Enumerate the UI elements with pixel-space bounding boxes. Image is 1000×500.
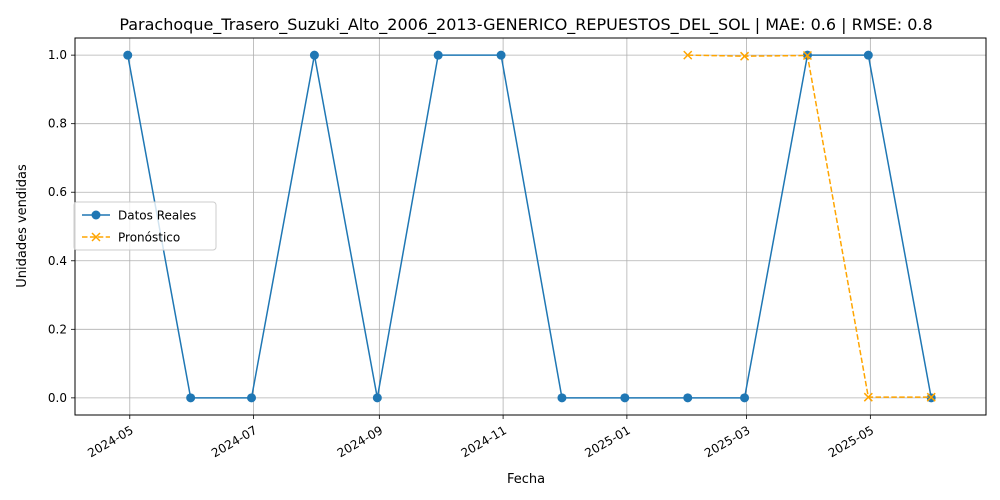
legend-box (73, 201, 217, 251)
legend: Datos Reales Pronóstico (73, 201, 217, 251)
data-point (123, 50, 133, 60)
y-tick-label: 0.8 (48, 117, 67, 131)
data-point (433, 50, 443, 60)
legend-label: Datos Reales (118, 209, 196, 223)
data-point (247, 393, 257, 403)
data-point (926, 392, 936, 402)
series-pronostico (683, 50, 936, 402)
y-tick-label: 1.0 (48, 48, 67, 62)
chart-title: Parachoque_Trasero_Suzuki_Alto_2006_2013… (119, 15, 932, 35)
data-point (863, 50, 873, 60)
y-tick-label: 0.4 (48, 254, 67, 268)
y-tick-label: 0.0 (48, 391, 67, 405)
data-point (496, 50, 506, 60)
legend-label: Pronóstico (118, 231, 180, 245)
legend-marker (91, 232, 101, 242)
legend-marker (91, 210, 101, 220)
y-tick-label: 0.6 (48, 185, 67, 199)
data-point (683, 50, 693, 60)
data-point (863, 392, 873, 402)
data-point (186, 393, 196, 403)
series-layer (123, 50, 936, 403)
data-point (309, 50, 319, 60)
data-point (620, 393, 630, 403)
y-tick-label: 0.2 (48, 322, 67, 336)
data-point (802, 50, 812, 61)
data-point (683, 393, 693, 403)
data-point (372, 393, 382, 403)
data-point (740, 393, 750, 403)
series-line (127, 54, 932, 399)
data-point (740, 51, 750, 61)
y-axis-label: Unidades vendidas (15, 164, 30, 288)
x-axis-label: Fecha (507, 472, 545, 487)
data-point (557, 393, 567, 403)
